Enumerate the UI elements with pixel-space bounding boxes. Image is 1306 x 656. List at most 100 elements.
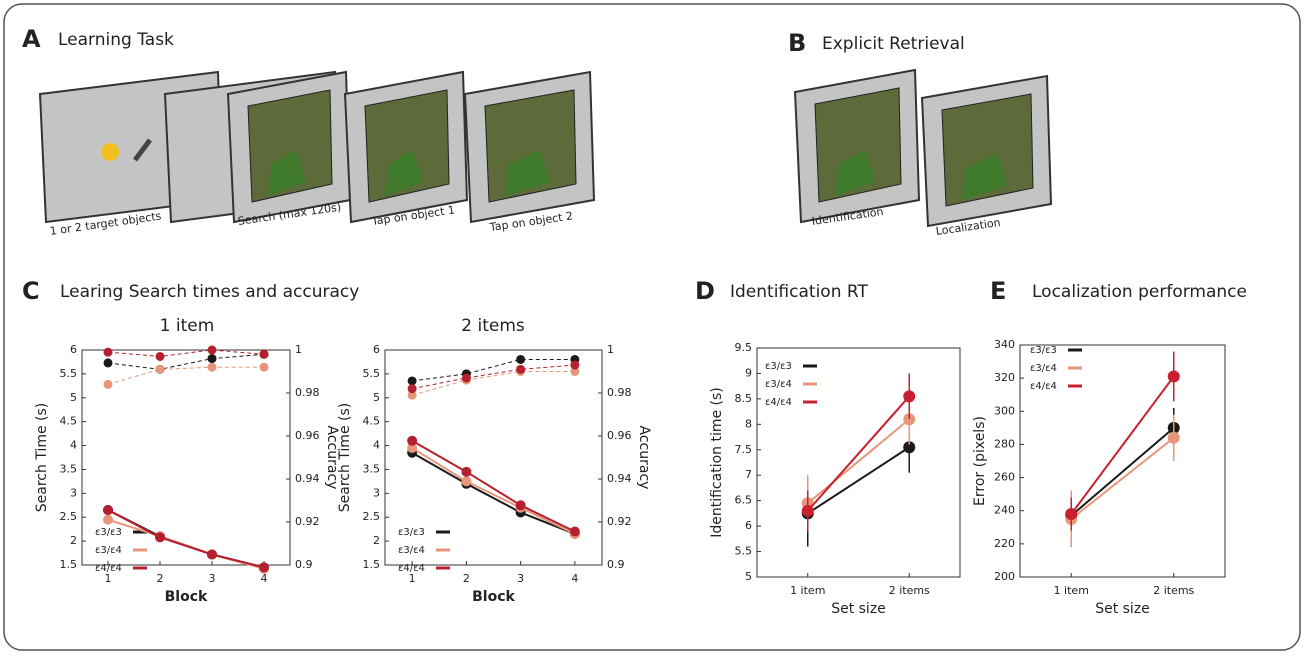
y-tick-label: 4 bbox=[70, 439, 77, 452]
subtitle: 2 items bbox=[461, 316, 525, 336]
legend-label: ε4/ε4 bbox=[398, 563, 425, 574]
y2-tick-label: 1 bbox=[607, 343, 614, 356]
y-tick-label: 6 bbox=[745, 519, 752, 532]
line-point bbox=[103, 505, 113, 515]
legend-label: ε3/ε4 bbox=[95, 545, 122, 556]
line-point bbox=[259, 562, 269, 572]
duck-icon bbox=[101, 143, 119, 161]
y-tick-label: 7.5 bbox=[735, 443, 753, 456]
x-tick-label: 4 bbox=[261, 572, 268, 585]
panel-letter: A bbox=[22, 25, 41, 53]
y-tick-label: 2.5 bbox=[60, 510, 78, 523]
plot-frame bbox=[1020, 345, 1225, 577]
y-tick-label: 5.5 bbox=[735, 545, 753, 558]
line-point bbox=[1168, 370, 1180, 382]
panel-title: Learning Task bbox=[58, 30, 174, 50]
y2-tick-label: 0.96 bbox=[295, 429, 320, 442]
legend-label: ε3/ε3 bbox=[765, 361, 792, 372]
legend-label: ε3/ε4 bbox=[1030, 363, 1057, 374]
accuracy-line-point bbox=[260, 363, 269, 372]
y-tick-label: 4.5 bbox=[60, 415, 78, 428]
y-tick-label: 3 bbox=[373, 486, 380, 499]
y-tick-label: 5.5 bbox=[363, 367, 381, 380]
y-tick-label: 1.5 bbox=[60, 558, 78, 571]
panel-title: Localization performance bbox=[1032, 282, 1247, 302]
legend-label: ε3/ε3 bbox=[95, 527, 122, 538]
line-point bbox=[407, 436, 417, 446]
y-tick-label: 240 bbox=[994, 504, 1015, 517]
line-point bbox=[516, 500, 526, 510]
accuracy-line-point bbox=[156, 352, 165, 361]
panel-letter: E bbox=[990, 277, 1006, 305]
line-point bbox=[155, 532, 165, 542]
legend-label: ε4/ε4 bbox=[765, 397, 792, 408]
x-tick-label: 4 bbox=[571, 572, 578, 585]
y-tick-label: 260 bbox=[994, 471, 1015, 484]
y-tick-label: 1.5 bbox=[363, 558, 381, 571]
x-tick-label: 1 item bbox=[1054, 584, 1089, 597]
line bbox=[1071, 428, 1174, 516]
y-tick-label: 3.5 bbox=[60, 462, 78, 475]
x-tick-label: 1 item bbox=[790, 584, 825, 597]
y-tick-label: 6.5 bbox=[735, 494, 753, 507]
y-tick-label: 5 bbox=[373, 391, 380, 404]
y-axis-label: Identification time (s) bbox=[709, 387, 725, 538]
y2-tick-label: 1 bbox=[295, 343, 302, 356]
accuracy-line bbox=[108, 367, 264, 384]
subtitle: 1 item bbox=[160, 316, 215, 336]
y2-tick-label: 0.96 bbox=[607, 429, 632, 442]
accuracy-line-point bbox=[260, 350, 269, 359]
y-tick-label: 9 bbox=[745, 366, 752, 379]
y-axis-label: Search Time (s) bbox=[337, 403, 353, 512]
y2-axis-label: Accuracy bbox=[636, 426, 652, 490]
y-tick-label: 2.5 bbox=[363, 510, 381, 523]
x-axis-label: Set size bbox=[831, 601, 886, 617]
accuracy-line-point bbox=[462, 373, 471, 382]
accuracy-line-point bbox=[408, 376, 417, 385]
x-tick-label: 2 items bbox=[889, 584, 930, 597]
accuracy-line-point bbox=[208, 354, 217, 363]
accuracy-line-point bbox=[104, 380, 113, 389]
y-tick-label: 6 bbox=[70, 343, 77, 356]
y-tick-label: 8 bbox=[745, 417, 752, 430]
accuracy-line-point bbox=[104, 358, 113, 367]
x-tick-label: 3 bbox=[517, 572, 524, 585]
y-tick-label: 6 bbox=[373, 343, 380, 356]
accuracy-line bbox=[412, 372, 575, 396]
screens bbox=[40, 70, 1051, 226]
y2-tick-label: 0.92 bbox=[607, 515, 632, 528]
line-point bbox=[207, 549, 217, 559]
line-point bbox=[461, 476, 471, 486]
line-point bbox=[461, 467, 471, 477]
accuracy-line-point bbox=[208, 346, 217, 355]
panel-letter: D bbox=[695, 277, 715, 305]
y-axis-label: Error (pixels) bbox=[972, 416, 988, 506]
line-point bbox=[1168, 432, 1180, 444]
accuracy-line-point bbox=[408, 384, 417, 393]
y-tick-label: 5 bbox=[70, 391, 77, 404]
y2-tick-label: 0.9 bbox=[295, 558, 313, 571]
y-tick-label: 7 bbox=[745, 468, 752, 481]
y-tick-label: 2 bbox=[373, 534, 380, 547]
y-tick-label: 220 bbox=[994, 537, 1015, 550]
panel-title: Learing Search times and accuracy bbox=[60, 282, 359, 302]
x-tick-label: 3 bbox=[209, 572, 216, 585]
accuracy-line-point bbox=[570, 361, 579, 370]
y-axis-label: Search Time (s) bbox=[34, 403, 50, 512]
x-axis-label: Block bbox=[472, 589, 515, 605]
y-tick-label: 3.5 bbox=[363, 462, 381, 475]
line-point bbox=[903, 390, 915, 402]
y-tick-label: 320 bbox=[994, 371, 1015, 384]
accuracy-line-point bbox=[104, 348, 113, 357]
line bbox=[1071, 376, 1174, 514]
line bbox=[808, 396, 910, 511]
y-tick-label: 5.5 bbox=[60, 367, 78, 380]
y-tick-label: 200 bbox=[994, 570, 1015, 583]
line-point bbox=[802, 505, 814, 517]
y-tick-label: 340 bbox=[994, 338, 1015, 351]
line-point bbox=[103, 515, 113, 525]
x-tick-label: 2 bbox=[463, 572, 470, 585]
line bbox=[1071, 438, 1174, 519]
y2-tick-label: 0.94 bbox=[607, 472, 632, 485]
legend-label: ε4/ε4 bbox=[1030, 381, 1057, 392]
